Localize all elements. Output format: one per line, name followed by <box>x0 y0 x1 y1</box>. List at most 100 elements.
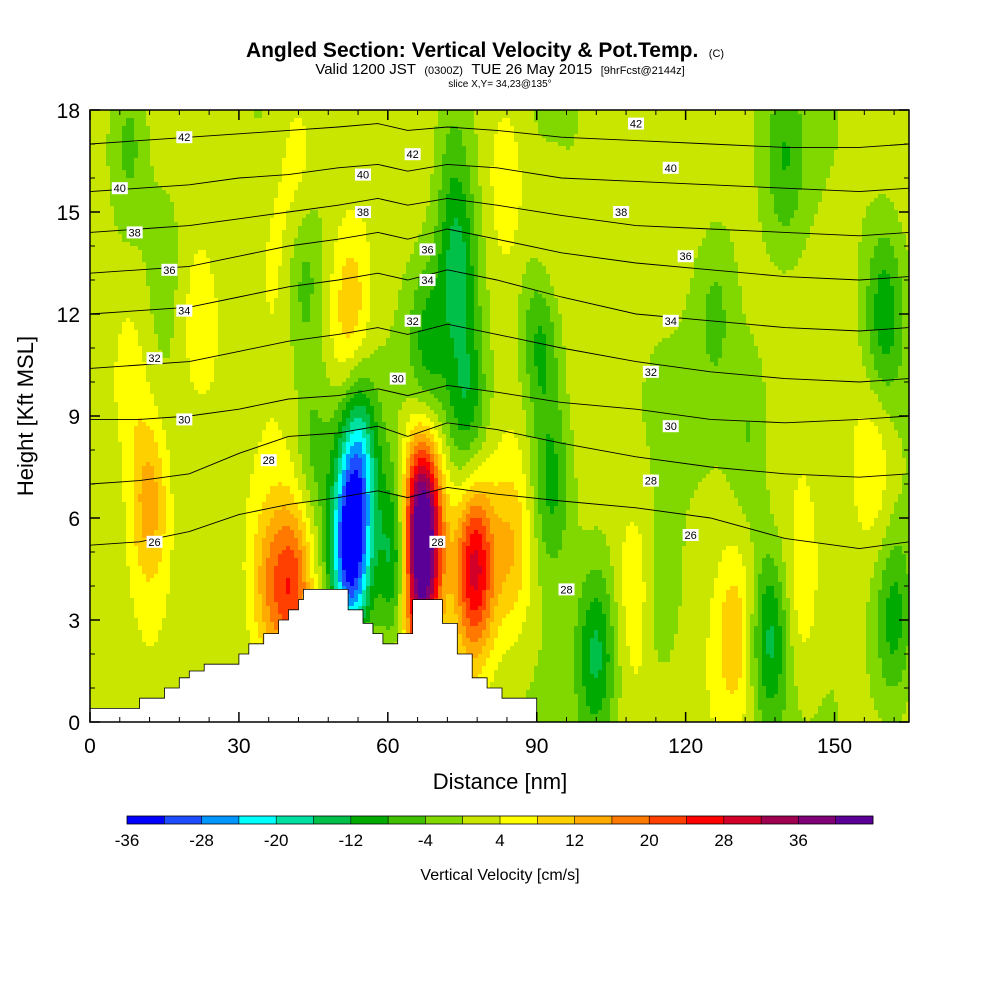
velocity-cell <box>354 138 359 143</box>
velocity-cell <box>170 130 175 135</box>
velocity-cell <box>830 182 835 187</box>
velocity-cell <box>286 122 291 127</box>
velocity-cell <box>762 122 767 127</box>
velocity-cell <box>402 134 407 139</box>
velocity-cell <box>838 174 843 179</box>
velocity-cell <box>254 186 259 191</box>
velocity-cell <box>230 158 235 163</box>
velocity-cell <box>534 130 539 135</box>
velocity-cell <box>466 138 471 143</box>
velocity-cell <box>342 182 347 187</box>
velocity-cell <box>854 154 859 159</box>
velocity-cell <box>902 170 907 175</box>
velocity-cell <box>258 154 263 159</box>
velocity-cell <box>198 122 203 127</box>
velocity-cell <box>246 150 251 155</box>
velocity-cell <box>306 118 311 123</box>
velocity-cell <box>590 142 595 147</box>
velocity-cell <box>150 174 155 179</box>
velocity-cell <box>846 126 851 131</box>
velocity-cell <box>362 146 367 151</box>
velocity-cell <box>390 182 395 187</box>
velocity-cell <box>110 118 115 123</box>
velocity-cell <box>250 138 255 143</box>
velocity-cell <box>298 142 303 147</box>
velocity-cell <box>282 150 287 155</box>
velocity-cell <box>286 162 291 167</box>
velocity-cell <box>750 178 755 183</box>
velocity-cell <box>674 130 679 135</box>
velocity-cell <box>194 130 199 135</box>
velocity-cell <box>374 178 379 183</box>
velocity-cell <box>462 138 467 143</box>
velocity-cell <box>586 118 591 123</box>
velocity-cell <box>766 174 771 179</box>
velocity-cell <box>758 182 763 187</box>
velocity-cell <box>338 122 343 127</box>
velocity-cell <box>130 118 135 123</box>
velocity-cell <box>886 134 891 139</box>
velocity-cell <box>318 142 323 147</box>
velocity-cell <box>854 174 859 179</box>
velocity-cell <box>726 150 731 155</box>
velocity-cell <box>654 126 659 131</box>
velocity-cell <box>778 126 783 131</box>
velocity-cell <box>562 154 567 159</box>
velocity-cell <box>694 178 699 183</box>
velocity-cell <box>206 174 211 179</box>
velocity-cell <box>418 130 423 135</box>
velocity-cell <box>862 166 867 171</box>
velocity-cell <box>834 170 839 175</box>
velocity-cell <box>542 142 547 147</box>
velocity-cell <box>442 174 447 179</box>
velocity-cell <box>902 178 907 183</box>
velocity-cell <box>574 130 579 135</box>
velocity-cell <box>786 178 791 183</box>
velocity-cell <box>702 138 707 143</box>
velocity-cell <box>146 130 151 135</box>
velocity-cell <box>806 138 811 143</box>
velocity-cell <box>398 134 403 139</box>
velocity-cell <box>146 122 151 127</box>
velocity-cell <box>662 130 667 135</box>
velocity-cell <box>198 170 203 175</box>
velocity-cell <box>314 146 319 151</box>
velocity-cell <box>738 146 743 151</box>
velocity-cell <box>766 118 771 123</box>
velocity-cell <box>222 154 227 159</box>
velocity-cell <box>262 182 267 187</box>
velocity-cell <box>202 150 207 155</box>
velocity-cell <box>786 166 791 171</box>
velocity-cell <box>750 146 755 151</box>
velocity-cell <box>102 158 107 163</box>
velocity-cell <box>746 138 751 143</box>
velocity-cell <box>310 186 315 191</box>
velocity-cell <box>234 142 239 147</box>
velocity-cell <box>674 134 679 139</box>
velocity-cell <box>522 142 527 147</box>
velocity-cell <box>894 182 899 187</box>
velocity-cell <box>434 138 439 143</box>
velocity-cell <box>626 134 631 139</box>
velocity-cell <box>262 146 267 151</box>
velocity-cell <box>106 158 111 163</box>
velocity-cell <box>862 150 867 155</box>
velocity-cell <box>102 174 107 179</box>
velocity-cell <box>490 170 495 175</box>
velocity-cell <box>306 130 311 135</box>
velocity-cell <box>386 138 391 143</box>
velocity-cell <box>274 158 279 163</box>
velocity-cell <box>178 166 183 171</box>
velocity-cell <box>386 178 391 183</box>
velocity-cell <box>134 150 139 155</box>
velocity-cell <box>218 162 223 167</box>
velocity-cell <box>278 138 283 143</box>
velocity-cell <box>610 118 615 123</box>
velocity-cell <box>350 114 355 119</box>
velocity-cell <box>698 146 703 151</box>
velocity-cell <box>842 130 847 135</box>
velocity-cell <box>518 174 523 179</box>
velocity-cell <box>790 122 795 127</box>
velocity-cell <box>546 126 551 131</box>
velocity-cell <box>342 146 347 151</box>
